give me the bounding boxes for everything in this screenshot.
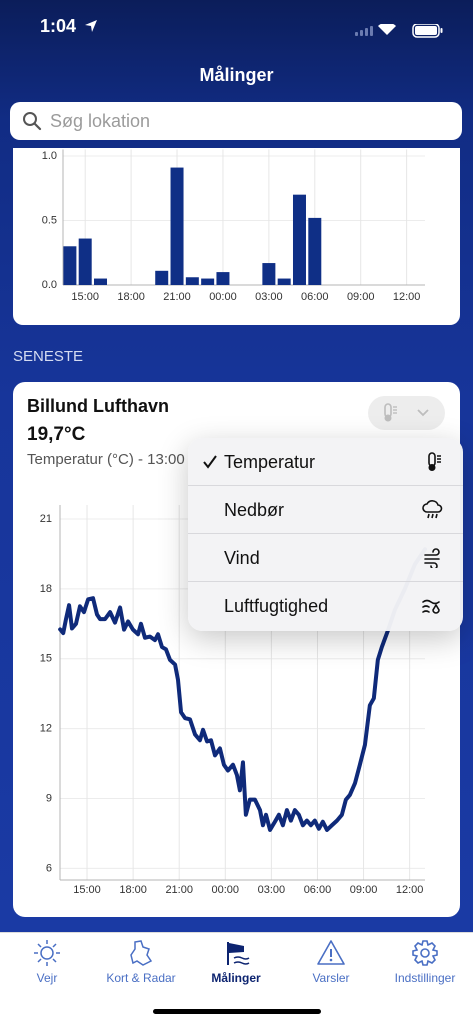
- bar: [277, 278, 291, 285]
- x-tick-label: 00:00: [209, 291, 237, 303]
- menu-label: Vind: [224, 548, 260, 568]
- windsock-icon: [227, 942, 250, 965]
- x-tick-label: 15:00: [71, 291, 99, 303]
- menu-item[interactable]: Nedbør: [188, 486, 463, 534]
- y-tick-label: 9: [46, 792, 52, 804]
- x-tick-label: 09:00: [350, 884, 378, 896]
- tab[interactable]: Vejr: [0, 939, 94, 985]
- warning-icon: [317, 940, 345, 965]
- bar: [201, 278, 215, 285]
- y-tick-label: 12: [40, 723, 52, 735]
- thermometer-icon: [384, 403, 397, 422]
- x-tick-label: 12:00: [396, 884, 424, 896]
- tab-bar: Vejr Kort & Radar Målinger Varsler Indst…: [0, 932, 473, 1024]
- search-placeholder: Søg lokation: [50, 111, 151, 131]
- tab[interactable]: Målinger: [189, 939, 283, 985]
- search-icon: [23, 112, 42, 131]
- bar: [292, 194, 306, 285]
- temperature-line: [58, 547, 427, 832]
- status-icons: [355, 24, 443, 38]
- menu-item[interactable]: Luftfugtighed: [188, 582, 463, 630]
- y-tick-label: 6: [46, 862, 52, 874]
- menu-label: Nedbør: [224, 500, 285, 520]
- tab-label: Indstillinger: [394, 971, 456, 985]
- x-tick-label: 21:00: [163, 291, 191, 303]
- bar: [94, 278, 108, 285]
- tab[interactable]: Indstillinger: [378, 939, 472, 985]
- menu-label: Temperatur: [224, 452, 316, 472]
- y-tick-label: 21: [40, 513, 52, 525]
- y-tick-label: 0.5: [42, 214, 57, 226]
- x-tick-label: 03:00: [258, 884, 286, 896]
- x-tick-label: 18:00: [119, 884, 147, 896]
- menu-item[interactable]: Vind: [188, 534, 463, 582]
- menu-label: Luftfugtighed: [224, 596, 329, 616]
- bar: [308, 217, 322, 285]
- tab[interactable]: Varsler: [284, 939, 378, 985]
- parameter-toggle[interactable]: [368, 396, 445, 430]
- bar: [170, 167, 184, 285]
- tab-label: Vejr: [36, 971, 58, 985]
- bar: [155, 270, 169, 285]
- chevron-icon: [417, 409, 429, 417]
- parameter-menu: Temperatur Nedbør Vind Luftfugtighed: [188, 438, 463, 631]
- y-tick-label: 15: [40, 653, 52, 665]
- y-tick-label: 0.0: [42, 279, 57, 291]
- search-field[interactable]: Søg lokation: [10, 102, 462, 140]
- wind-icon: [424, 548, 440, 568]
- thermometer-icon: [428, 452, 441, 471]
- sun-icon: [34, 940, 60, 966]
- station-temperature: 19,7°C: [27, 424, 86, 445]
- station-caption: Temperatur (°C) - 13:00: [27, 451, 185, 468]
- bar: [63, 246, 77, 285]
- bar: [216, 272, 230, 285]
- x-tick-label: 15:00: [73, 884, 101, 896]
- x-tick-label: 06:00: [304, 884, 332, 896]
- gear-icon: [412, 940, 438, 966]
- precipitation-card: [13, 148, 460, 325]
- tab-label: Varsler: [312, 971, 350, 985]
- header-title: Målinger: [199, 65, 274, 85]
- menu-item[interactable]: Temperatur: [188, 438, 463, 486]
- humidity-icon: [422, 599, 440, 614]
- y-tick-label: 18: [40, 583, 52, 595]
- x-tick-label: 18:00: [117, 291, 145, 303]
- tab[interactable]: Kort & Radar: [94, 939, 188, 985]
- x-tick-label: 03:00: [255, 291, 283, 303]
- y-tick-label: 1.0: [42, 150, 57, 162]
- status-time: 1:04: [40, 16, 77, 36]
- map-icon: [130, 940, 153, 966]
- bar: [185, 277, 199, 285]
- location-icon: [85, 20, 97, 32]
- x-tick-label: 21:00: [165, 884, 193, 896]
- x-tick-label: 06:00: [301, 291, 329, 303]
- x-tick-label: 00:00: [212, 884, 240, 896]
- check-icon: [203, 455, 217, 469]
- tab-label: Kort & Radar: [106, 971, 176, 985]
- x-tick-label: 12:00: [393, 291, 421, 303]
- home-indicator: [153, 1009, 321, 1014]
- station-name: Billund Lufthavn: [27, 396, 169, 416]
- x-tick-label: 09:00: [347, 291, 375, 303]
- section-label: SENESTE: [13, 348, 84, 365]
- rain-icon: [422, 500, 443, 519]
- bar: [262, 263, 276, 285]
- tab-label: Målinger: [211, 971, 261, 985]
- bar: [78, 238, 92, 285]
